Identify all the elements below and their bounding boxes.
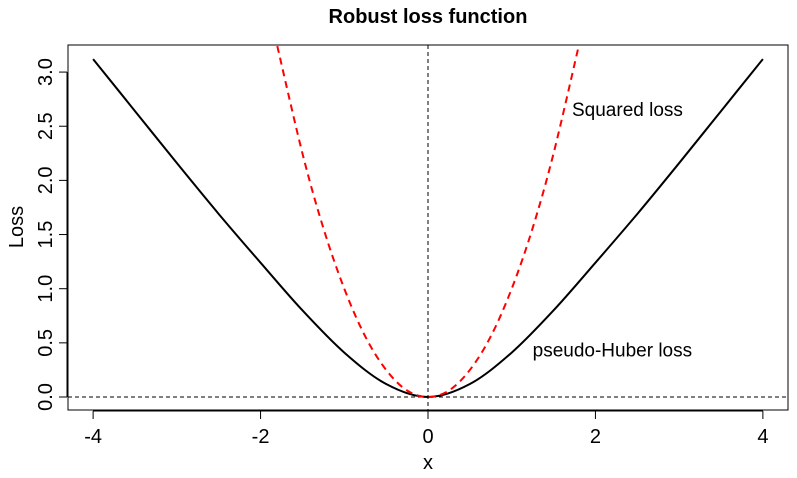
series-group — [92, 45, 764, 399]
y-tick-label: 1.0 — [35, 275, 57, 303]
annotation-pseudo-huber-loss: pseudo-Huber loss — [533, 340, 692, 361]
x-tick-label: 4 — [757, 426, 768, 448]
annotation-squared-loss: Squared loss — [572, 100, 683, 121]
x-tick-label: 0 — [422, 426, 433, 448]
series-line-squared-loss — [276, 45, 580, 399]
y-tick-label: 2.0 — [35, 166, 57, 194]
x-tick-label: -4 — [84, 426, 102, 448]
y-tick-label: 1.5 — [35, 221, 57, 249]
chart-title: Robust loss function — [329, 6, 528, 28]
y-axis: 0.0 0.5 1.0 1.5 2.0 2.5 3.0 — [35, 58, 68, 411]
series-line-pseudo-huber-loss — [92, 58, 764, 399]
y-axis-label: Loss — [6, 206, 28, 248]
y-tick-label: 2.5 — [35, 112, 57, 140]
x-axis: -4 -2 0 2 4 — [84, 410, 768, 448]
y-tick-label: 3.0 — [35, 58, 57, 86]
annotations: Squared loss pseudo-Huber loss — [533, 100, 692, 361]
y-tick-label: 0.5 — [35, 329, 57, 357]
y-tick-label: 0.0 — [35, 383, 57, 411]
x-tick-label: -2 — [252, 426, 270, 448]
x-axis-label: x — [423, 452, 433, 474]
x-tick-label: 2 — [590, 426, 601, 448]
